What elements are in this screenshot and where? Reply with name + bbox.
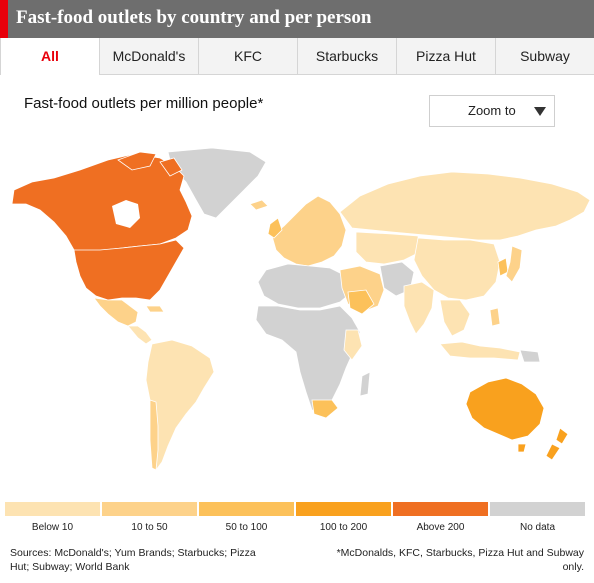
country-new-zealand[interactable] — [545, 427, 569, 461]
legend-item-100-to-200: 100 to 200 — [296, 502, 391, 538]
country-usa[interactable] — [73, 239, 185, 301]
region-sub-saharan-africa[interactable] — [255, 305, 361, 413]
legend-swatch — [393, 502, 488, 516]
world-map[interactable] — [0, 140, 594, 490]
region-southeast-asia[interactable] — [439, 299, 471, 337]
country-greenland[interactable] — [167, 147, 267, 219]
country-canada-islands[interactable] — [117, 151, 183, 177]
zoom-to-dropdown[interactable]: Zoom to — [429, 95, 555, 127]
region-caribbean[interactable] — [145, 305, 165, 313]
legend-swatch — [296, 502, 391, 516]
legend-label: Below 10 — [31, 522, 74, 533]
triangle-down-icon — [534, 107, 546, 116]
map-subtitle: Fast-food outlets per million people* — [24, 95, 264, 112]
region-north-africa[interactable] — [257, 263, 353, 309]
region-arabian-peninsula[interactable] — [347, 289, 375, 315]
legend-item-10-to-50: 10 to 50 — [102, 502, 197, 538]
country-uk[interactable] — [267, 217, 283, 239]
country-indonesia[interactable] — [439, 341, 521, 361]
tab-pizza-hut[interactable]: Pizza Hut — [397, 38, 496, 74]
country-australia[interactable] — [465, 377, 545, 441]
legend-label: 50 to 100 — [225, 522, 268, 533]
legend-swatch — [199, 502, 294, 516]
legend-item-below-10: Below 10 — [5, 502, 100, 538]
legend-item-above-200: Above 200 — [393, 502, 488, 538]
title-accent-bar — [0, 0, 8, 38]
tab-subway[interactable]: Subway — [520, 48, 570, 64]
region-europe[interactable] — [271, 195, 347, 267]
tab-starbucks[interactable]: Starbucks — [298, 38, 397, 74]
tab-bar: All McDonald's KFC Starbucks Pizza Hut S… — [0, 38, 594, 75]
region-central-asia[interactable] — [355, 231, 421, 265]
legend-label: Above 200 — [416, 522, 465, 533]
legend-item-50-to-100: 50 to 100 — [199, 502, 294, 538]
legend-label: No data — [519, 522, 556, 533]
region-east-africa[interactable] — [343, 329, 363, 361]
country-canada[interactable] — [11, 153, 193, 253]
tab-all[interactable]: All — [0, 38, 100, 75]
page-title: Fast-food outlets by country and per per… — [16, 7, 372, 28]
country-india[interactable] — [403, 281, 435, 335]
tab-mcdonalds[interactable]: McDonald's — [100, 38, 199, 74]
zoom-to-label: Zoom to — [468, 103, 516, 118]
country-papua-new-guinea[interactable] — [519, 349, 541, 363]
legend-swatch — [102, 502, 197, 516]
country-philippines[interactable] — [489, 307, 501, 327]
legend-item-no-data: No data — [490, 502, 585, 538]
country-south-africa[interactable] — [311, 399, 339, 419]
sources-note: Sources: McDonald's; Yum Brands; Starbuc… — [10, 547, 256, 573]
country-australia-tasmania[interactable] — [517, 443, 527, 453]
tab-kfc[interactable]: KFC — [199, 38, 298, 74]
country-madagascar[interactable] — [359, 371, 371, 397]
country-chile[interactable] — [149, 399, 159, 471]
title-bar: Fast-food outlets by country and per per… — [0, 0, 594, 38]
legend-swatch — [490, 502, 585, 516]
hudson-bay — [112, 200, 140, 228]
country-japan[interactable] — [505, 245, 523, 283]
legend-swatch — [5, 502, 100, 516]
country-russia[interactable] — [339, 171, 591, 241]
region-central-america[interactable] — [127, 325, 153, 345]
footnote: *McDonalds, KFC, Starbucks, Pizza Hut an… — [336, 547, 584, 573]
legend-label: 100 to 200 — [319, 522, 368, 533]
legend-label: 10 to 50 — [131, 522, 168, 533]
country-mexico[interactable] — [93, 297, 139, 327]
country-iceland[interactable] — [249, 199, 269, 211]
country-china[interactable] — [413, 237, 501, 301]
map-legend: Below 10 10 to 50 50 to 100 100 to 200 A… — [5, 502, 585, 538]
